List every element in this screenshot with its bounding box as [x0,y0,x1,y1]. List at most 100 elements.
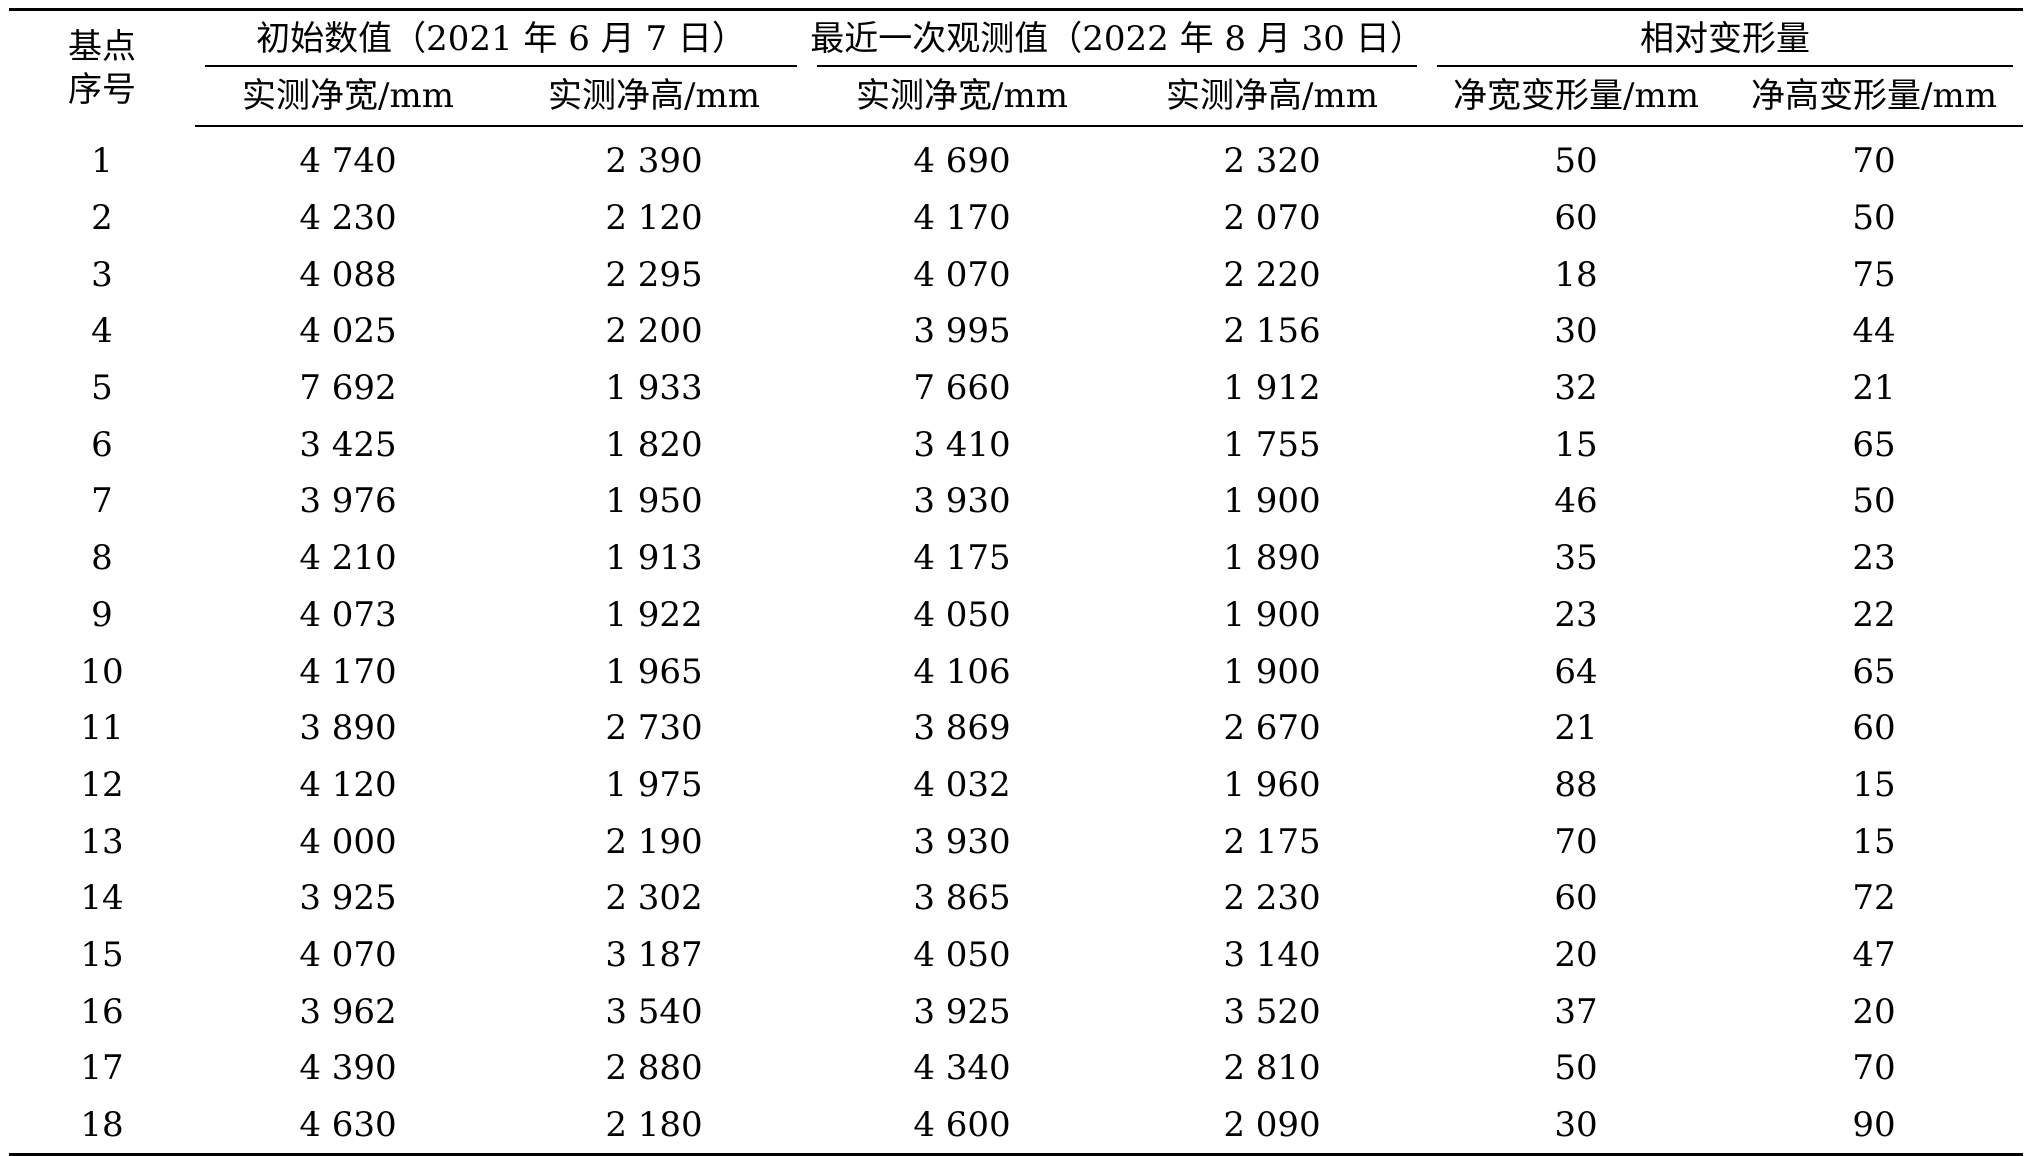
cell-height-deformation: 65 [1852,651,1896,692]
subheader-latest-height: 实测净高/mm [1117,67,1427,127]
cell-latest-height: 2 670 [1223,708,1321,749]
cell-initial-height: 3 187 [605,934,703,975]
cell-height-deformation: 44 [1852,311,1896,352]
cell-point-number: 15 [80,934,124,975]
cell-height-deformation: 15 [1852,764,1896,805]
table-row: 7 3 976 1 950 3 930 1 900 46 50 [9,473,2023,530]
cell-latest-height: 3 140 [1223,934,1321,975]
cell-latest-width: 3 410 [913,424,1011,465]
subheader-initial-height: 实测净高/mm [501,67,807,127]
cell-point-number: 5 [91,368,113,409]
cell-initial-width: 4 230 [299,198,397,239]
cell-latest-height: 2 070 [1223,198,1321,239]
cell-initial-width: 4 073 [299,594,397,635]
table-row: 8 4 210 1 913 4 175 1 890 35 23 [9,530,2023,587]
cell-latest-width: 4 170 [913,198,1011,239]
cell-width-deformation: 60 [1554,198,1598,239]
table-row: 9 4 073 1 922 4 050 1 900 23 22 [9,587,2023,644]
group-header-latest: 最近一次观测值（2022 年 8 月 30 日） [807,8,1427,68]
cell-height-deformation: 20 [1852,991,1896,1032]
cell-initial-height: 1 950 [605,481,703,522]
group-header-initial-label: 初始数值（2021 年 6 月 7 日） [256,19,746,59]
cell-initial-width: 4 025 [299,311,397,352]
cell-width-deformation: 50 [1554,141,1598,182]
table-row: 16 3 962 3 540 3 925 3 520 37 20 [9,983,2023,1040]
cell-width-deformation: 60 [1554,878,1598,919]
cell-latest-height: 1 755 [1223,424,1321,465]
cell-latest-width: 7 660 [913,368,1011,409]
group-header-latest-label: 最近一次观测值（2022 年 8 月 30 日） [810,19,1424,59]
cell-initial-width: 3 925 [299,878,397,919]
cell-width-deformation: 21 [1554,708,1598,749]
subheader-initial-width: 实测净宽/mm [195,67,501,127]
cell-height-deformation: 72 [1852,878,1896,919]
subheader-width-deformation: 净宽变形量/mm [1427,67,1725,127]
cell-initial-width: 4 088 [299,254,397,295]
table-row: 1 4 740 2 390 4 690 2 320 50 70 [9,126,2023,190]
cell-latest-width: 3 925 [913,991,1011,1032]
cell-width-deformation: 15 [1554,424,1598,465]
cell-latest-width: 3 995 [913,311,1011,352]
cell-latest-width: 3 869 [913,708,1011,749]
cell-point-number: 8 [91,538,113,579]
cell-initial-height: 2 880 [605,1048,703,1089]
cell-point-number: 6 [91,424,113,465]
cell-latest-width: 4 600 [807,1096,1117,1156]
cell-width-deformation: 70 [1554,821,1598,862]
cell-latest-height: 1 900 [1223,651,1321,692]
cell-height-deformation: 50 [1852,481,1896,522]
cell-width-deformation: 32 [1554,368,1598,409]
group-header-relative: 相对变形量 [1427,8,2023,68]
cell-height-deformation: 60 [1852,708,1896,749]
cell-width-deformation: 88 [1554,764,1598,805]
cell-initial-width: 7 692 [299,368,397,409]
cell-initial-height: 2 295 [605,254,703,295]
cell-point-number: 2 [91,198,113,239]
cell-width-deformation: 23 [1554,594,1598,635]
cell-initial-width: 3 425 [299,424,397,465]
cell-height-deformation: 47 [1852,934,1896,975]
cell-initial-height: 2 302 [605,878,703,919]
cell-initial-height: 2 120 [605,198,703,239]
cell-width-deformation: 50 [1554,1048,1598,1089]
table-row: 6 3 425 1 820 3 410 1 755 15 65 [9,416,2023,473]
cell-point-number: 11 [80,708,124,749]
cell-latest-height: 2 320 [1223,141,1321,182]
cell-point-number: 10 [80,651,124,692]
cell-width-deformation: 37 [1554,991,1598,1032]
cell-height-deformation: 22 [1852,594,1896,635]
cell-latest-width: 4 690 [913,141,1011,182]
cell-width-deformation: 18 [1554,254,1598,295]
cell-height-deformation: 23 [1852,538,1896,579]
cell-height-deformation: 65 [1852,424,1896,465]
cell-latest-width: 4 106 [913,651,1011,692]
cell-latest-height: 1 900 [1223,594,1321,635]
cell-initial-width: 3 976 [299,481,397,522]
cell-latest-height: 1 960 [1223,764,1321,805]
cell-latest-height: 2 090 [1117,1096,1427,1156]
cell-latest-height: 1 900 [1223,481,1321,522]
cell-initial-height: 2 200 [605,311,703,352]
table-row: 3 4 088 2 295 4 070 2 220 18 75 [9,246,2023,303]
cell-width-deformation: 35 [1554,538,1598,579]
cell-latest-height: 2 230 [1223,878,1321,919]
cell-initial-height: 2 190 [605,821,703,862]
cell-height-deformation: 70 [1852,1048,1896,1089]
cell-latest-height: 1 912 [1223,368,1321,409]
cell-point-number: 7 [91,481,113,522]
cell-latest-width: 3 930 [913,481,1011,522]
group-header-relative-label: 相对变形量 [1640,19,1810,59]
deformation-table: 基点 序号 初始数值（2021 年 6 月 7 日） 最近一次观测值（2022 … [9,8,2023,1156]
table-row: 4 4 025 2 200 3 995 2 156 30 44 [9,303,2023,360]
cell-initial-height: 1 965 [605,651,703,692]
cell-latest-width: 4 175 [913,538,1011,579]
cell-point-number: 13 [80,821,124,862]
cell-initial-width: 4 630 [195,1096,501,1156]
cell-latest-width: 4 340 [913,1048,1011,1089]
table-row: 5 7 692 1 933 7 660 1 912 32 21 [9,360,2023,417]
cell-latest-height: 2 810 [1223,1048,1321,1089]
table-row: 14 3 925 2 302 3 865 2 230 60 72 [9,870,2023,927]
cell-latest-height: 2 156 [1223,311,1321,352]
table-row: 13 4 000 2 190 3 930 2 175 70 15 [9,813,2023,870]
